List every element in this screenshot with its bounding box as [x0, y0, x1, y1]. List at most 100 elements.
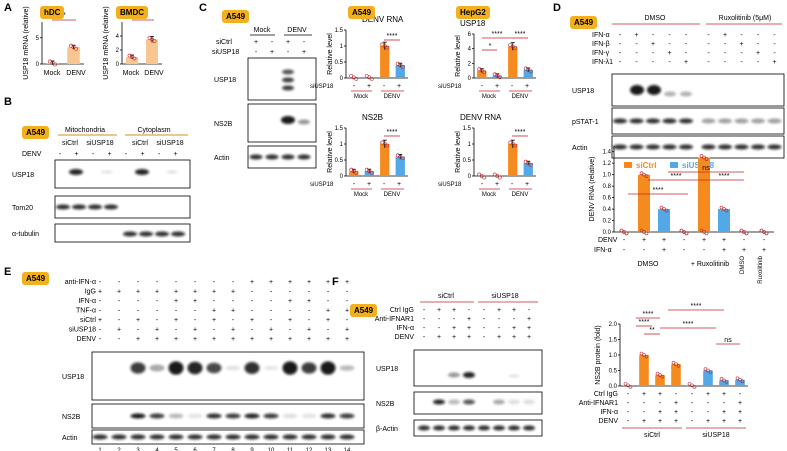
d-sign-2-2: -	[652, 50, 655, 57]
c-chart4-sig: ****	[515, 129, 526, 136]
e-ns2b-band-10	[282, 413, 298, 419]
f-a549-badge: A549	[350, 304, 378, 317]
f-treat-label-1: Anti-IFNAR1	[375, 316, 414, 323]
f-chart-dot-6-1	[722, 378, 726, 383]
d-sign-1-7: +	[739, 41, 743, 48]
d-x-g-dmso2: DMSO	[740, 256, 746, 274]
d-sign-1-1: -	[635, 41, 638, 48]
b-denv-label: DENV	[22, 151, 42, 158]
c-row-label-0: USP18	[214, 77, 236, 84]
d-treat-label-0: IFN-α	[592, 32, 610, 39]
f-treat-label-2: IFN-α	[396, 325, 414, 332]
d-pstat-band-7	[734, 118, 749, 124]
d-x-denv-sign-4: +	[702, 237, 706, 244]
d-sign-3-5: -	[707, 59, 710, 66]
d-x-denv-sign-7: -	[763, 237, 766, 244]
e-sign-3-13: +	[345, 308, 349, 315]
e-sign-6-2: +	[136, 336, 140, 343]
d-sign-2-1: -	[635, 50, 638, 57]
b-denv-sign-7: +	[173, 151, 177, 158]
d-pstat-band-4	[679, 118, 693, 124]
bmdc-x-mock: Mock	[123, 70, 140, 77]
d-row-label-0: USP18	[572, 88, 594, 95]
f-sign-1-5: -	[498, 316, 501, 323]
b-blot-2	[54, 223, 191, 243]
e-usp18-band-9	[263, 366, 279, 370]
c-chart1-sig: ****	[387, 33, 398, 40]
c-chart2-sig: ****	[387, 129, 398, 136]
f-actin-band-1	[433, 425, 445, 431]
e-sign-1-5: +	[193, 289, 197, 296]
c-siusp18-label: siUSP18	[212, 49, 239, 56]
d-sign-0-6: +	[723, 32, 727, 39]
bmdc-chart-ytick-label-1: 2	[116, 48, 120, 54]
c-chart3-x-sign-1: +	[495, 83, 499, 90]
c-chart3-dot-3-2	[528, 69, 533, 74]
f-x-sign-0-6: +	[722, 391, 726, 398]
f-x-sign-1-0: -	[627, 400, 630, 407]
e-sign-6-7: +	[231, 336, 235, 343]
c-chart4-x-sign-1: +	[495, 181, 499, 188]
c-ns2b-band-1	[281, 116, 295, 124]
d-actin-band-6	[718, 144, 732, 150]
c-siusp18-sign-2: -	[287, 49, 290, 56]
d-a549-badge: A549	[570, 16, 598, 29]
d-x-ifna-sign-3: -	[683, 247, 686, 254]
e-lane-6: 7	[212, 448, 216, 451]
f-ns: ns	[724, 337, 732, 344]
c-chart3-bar-0	[477, 70, 487, 78]
d-actin-band-4	[679, 144, 693, 150]
e-sign-3-10: -	[289, 308, 292, 315]
f-chart-dot-7-2	[740, 379, 745, 384]
e-ns2b-band-7	[225, 413, 241, 419]
c-chart4-dot-1-2	[497, 175, 502, 180]
c-row-label-2: Actin	[214, 155, 230, 162]
d-sign-1-0: -	[619, 41, 622, 48]
d-chart-dot-0-1-2	[644, 174, 649, 178]
f-sign-0-7: -	[528, 307, 531, 314]
e-sign-4-3: -	[156, 317, 159, 324]
bmdc-chart-dot-0-2	[132, 56, 137, 61]
f-sign-3-1: +	[437, 334, 441, 341]
d-actin-band-2	[646, 144, 660, 150]
d-rux-label: Ruxolitinib (5μM)	[719, 15, 772, 22]
e-row-label-0: USP18	[62, 374, 84, 381]
e-treat-label-0: anti-IFN-α	[65, 279, 96, 286]
d-pstat-band-9	[767, 118, 782, 124]
hdc-chart-dot-0-2	[53, 62, 57, 67]
e-actin-band-10	[282, 434, 298, 440]
d-sign-3-0: -	[619, 59, 622, 66]
c-a549-badge: A549	[222, 10, 250, 23]
c-chart1-x-denv: DENV	[384, 94, 401, 100]
e-sign-3-7: +	[231, 308, 235, 315]
panel-a-label: A	[4, 2, 12, 14]
c-sictrl-sign-2: +	[286, 39, 290, 46]
d-chart-ytick-label-0: 0.0	[603, 230, 612, 236]
f-x-sign-2-7: +	[738, 409, 742, 416]
e-lane-8: 9	[250, 448, 254, 451]
e-sign-4-4: +	[174, 317, 178, 324]
c-chart1-title: DENV RNA	[362, 15, 404, 24]
c-chart1-ytick-label-1: 0.5	[335, 60, 344, 66]
e-sign-1-2: +	[136, 289, 140, 296]
e-sign-5-0: -	[99, 327, 102, 334]
e-lane-7: 8	[231, 448, 235, 451]
e-actin-band-1	[111, 434, 127, 440]
f-x-sign-2-2: +	[658, 409, 662, 416]
c-chart2-ytick-label-2: 1	[340, 142, 344, 148]
d-sign-0-1: +	[634, 32, 638, 39]
e-sign-1-13: -	[346, 289, 349, 296]
b-mito-siusp18: siUSP18	[86, 140, 113, 147]
hdc-x-denv: DENV	[66, 70, 86, 77]
e-lane-1: 2	[117, 448, 121, 451]
d-chart-ytick-label-4: 0.8	[603, 184, 612, 190]
b-blot-1	[54, 195, 191, 219]
d-x-denv-sign-0: -	[623, 237, 626, 244]
f-sign-2-5: -	[498, 325, 501, 332]
c-chart2-ytick-label-3: 1.5	[335, 126, 344, 132]
e-a549-badge: A549	[22, 272, 50, 285]
c-chart4-dot-0-2	[482, 175, 487, 180]
c-hepg2-badge: HepG2	[456, 6, 490, 19]
f-ns2b-band-3	[463, 399, 475, 405]
c-actin-band-0	[249, 154, 263, 160]
